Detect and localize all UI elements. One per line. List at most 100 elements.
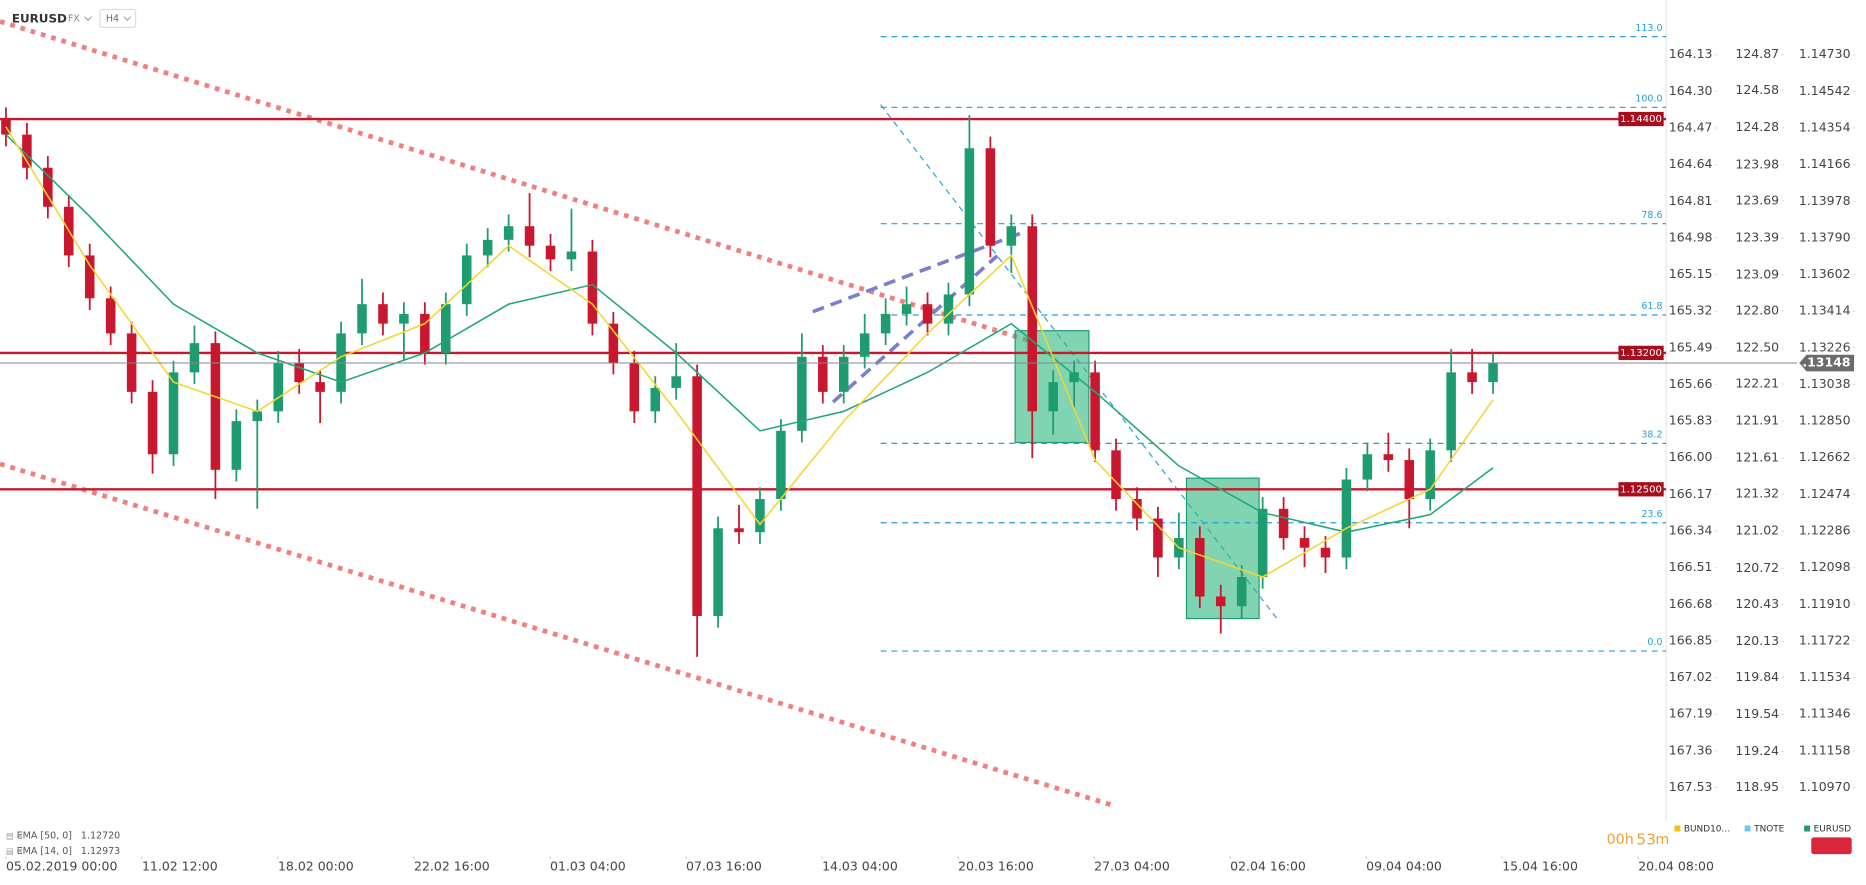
y-tick-label: 1.11158 bbox=[1799, 742, 1851, 757]
y-tick-label: 165.83 bbox=[1669, 413, 1713, 428]
instrument-name[interactable]: EURUSD bbox=[1814, 825, 1852, 835]
x-tick-label: 14.03 04:00 bbox=[822, 859, 898, 874]
instrument-name[interactable]: TNOTE bbox=[1753, 825, 1785, 835]
y-tick-label: 122.80 bbox=[1735, 302, 1779, 317]
level-tag bbox=[1618, 111, 1664, 127]
candle-body bbox=[1048, 382, 1058, 412]
y-tick-label: 1.11910 bbox=[1799, 596, 1851, 611]
y-tick-label: 167.19 bbox=[1669, 706, 1713, 721]
y-tick-label: 1.13790 bbox=[1799, 229, 1851, 244]
current-price-tag bbox=[1799, 354, 1855, 372]
candle-body bbox=[294, 362, 304, 383]
close-button[interactable] bbox=[1811, 837, 1852, 855]
y-tick-label: 167.53 bbox=[1669, 779, 1713, 794]
y-tick-label: 120.13 bbox=[1735, 633, 1779, 648]
fib-label: 0.0 bbox=[1647, 637, 1662, 648]
level-label: 1.12500 bbox=[1620, 484, 1662, 495]
y-tick-label: 1.13978 bbox=[1799, 193, 1851, 208]
y-tick-label: 1.14354 bbox=[1799, 119, 1851, 134]
candle-body bbox=[776, 430, 786, 500]
candle-body bbox=[252, 411, 263, 422]
y-tick-label: 164.30 bbox=[1669, 83, 1713, 98]
fib-label: 100.0 bbox=[1635, 94, 1662, 105]
x-tick-label: 07.03 16:00 bbox=[686, 859, 762, 874]
candle-body bbox=[818, 356, 828, 392]
chart-layer: 1.14730 1.14542 1.14354 1.14166 1.13978 1.137… bbox=[0, 23, 1856, 874]
y-tick-label: 121.61 bbox=[1735, 450, 1779, 465]
ema-legend-value: 1.12973 bbox=[81, 846, 120, 857]
y-tick-label: 1.14542 bbox=[1799, 83, 1851, 98]
candle-body bbox=[105, 298, 116, 334]
candle-body bbox=[43, 167, 53, 207]
candle-body bbox=[1362, 454, 1373, 480]
timer-minutes: 53 bbox=[1636, 830, 1656, 848]
symbol[interactable]: EURUSD bbox=[12, 12, 67, 26]
candle-body bbox=[1195, 538, 1205, 597]
fib-label: 23.6 bbox=[1641, 509, 1662, 520]
candle-body bbox=[482, 239, 493, 256]
interval[interactable]: H4 bbox=[106, 14, 119, 25]
candle-body bbox=[797, 356, 807, 431]
candle-body bbox=[545, 245, 556, 260]
fib-label: 61.8 bbox=[1641, 301, 1662, 312]
timer-hours: 00h bbox=[1607, 832, 1634, 848]
dropdown-icon bbox=[84, 16, 93, 22]
ema-legend-name: EMA [14, 0] bbox=[17, 846, 72, 857]
x-tick-label: 27.03 04:00 bbox=[1094, 859, 1170, 874]
candle-body bbox=[231, 421, 242, 470]
y-tick-label: 1.12662 bbox=[1799, 449, 1851, 464]
level-label: 1.14400 bbox=[1620, 114, 1662, 125]
x-tick-label: 20.04 08:00 bbox=[1638, 859, 1714, 874]
instrument-name[interactable]: BUND10… bbox=[1684, 825, 1730, 835]
candle-body bbox=[1467, 372, 1477, 383]
y-tick-label: 164.47 bbox=[1669, 119, 1713, 134]
y-tick-label: 1.11534 bbox=[1799, 669, 1851, 684]
market[interactable]: FX bbox=[68, 14, 80, 25]
candle-body bbox=[901, 304, 912, 314]
x-tick-label: 18.02 00:00 bbox=[278, 859, 354, 874]
y-tick-label: 166.17 bbox=[1669, 486, 1713, 501]
candle-body bbox=[503, 226, 514, 240]
candle-body bbox=[608, 323, 619, 363]
fib-label: 78.6 bbox=[1641, 210, 1662, 221]
y-tick-label: 1.13038 bbox=[1799, 376, 1851, 391]
y-tick-label: 1.10970 bbox=[1799, 779, 1851, 794]
y-tick-label: 123.09 bbox=[1735, 267, 1779, 282]
dropdown-icon bbox=[123, 16, 132, 22]
y-tick-label: 1.12474 bbox=[1799, 486, 1851, 501]
y-tick-label: 164.81 bbox=[1669, 193, 1713, 208]
y-tick-label: 165.66 bbox=[1669, 376, 1713, 391]
candle-body bbox=[357, 304, 367, 334]
y-tick-label: 1.12098 bbox=[1799, 559, 1851, 574]
candle-body bbox=[378, 304, 388, 324]
candle-body bbox=[1153, 518, 1163, 558]
interval-box[interactable] bbox=[99, 8, 137, 28]
candle-body bbox=[420, 313, 430, 353]
y-tick-label: 1.12850 bbox=[1799, 413, 1851, 428]
y-tick-label: 124.58 bbox=[1735, 82, 1779, 97]
trend-line bbox=[0, 461, 1114, 808]
candle-body bbox=[22, 134, 32, 168]
instrument-swatch bbox=[1804, 825, 1811, 832]
candle-body bbox=[734, 528, 744, 533]
y-tick-label: 166.00 bbox=[1669, 449, 1713, 464]
x-tick-label: 20.03 16:00 bbox=[958, 859, 1034, 874]
instrument-swatch bbox=[1674, 825, 1681, 832]
candle-body bbox=[859, 333, 870, 357]
y-tick-label: 1.11346 bbox=[1799, 706, 1851, 721]
candle-body bbox=[1278, 508, 1289, 539]
x-tick-label: 05.02.2019 00:00 bbox=[6, 859, 118, 874]
y-tick-label: 121.32 bbox=[1735, 486, 1779, 501]
x-tick-label: 01.03 04:00 bbox=[550, 859, 626, 874]
candle-body bbox=[566, 251, 577, 260]
y-tick-label: 166.34 bbox=[1669, 523, 1713, 538]
level-tag bbox=[1618, 482, 1664, 497]
candle-body bbox=[399, 313, 409, 324]
candle-body bbox=[943, 294, 954, 324]
candle-body bbox=[273, 362, 283, 412]
x-tick-label: 22.02 16:00 bbox=[414, 859, 490, 874]
y-tick-label: 165.49 bbox=[1669, 339, 1713, 354]
y-tick-label: 164.13 bbox=[1669, 46, 1713, 61]
candle-body bbox=[147, 391, 158, 455]
